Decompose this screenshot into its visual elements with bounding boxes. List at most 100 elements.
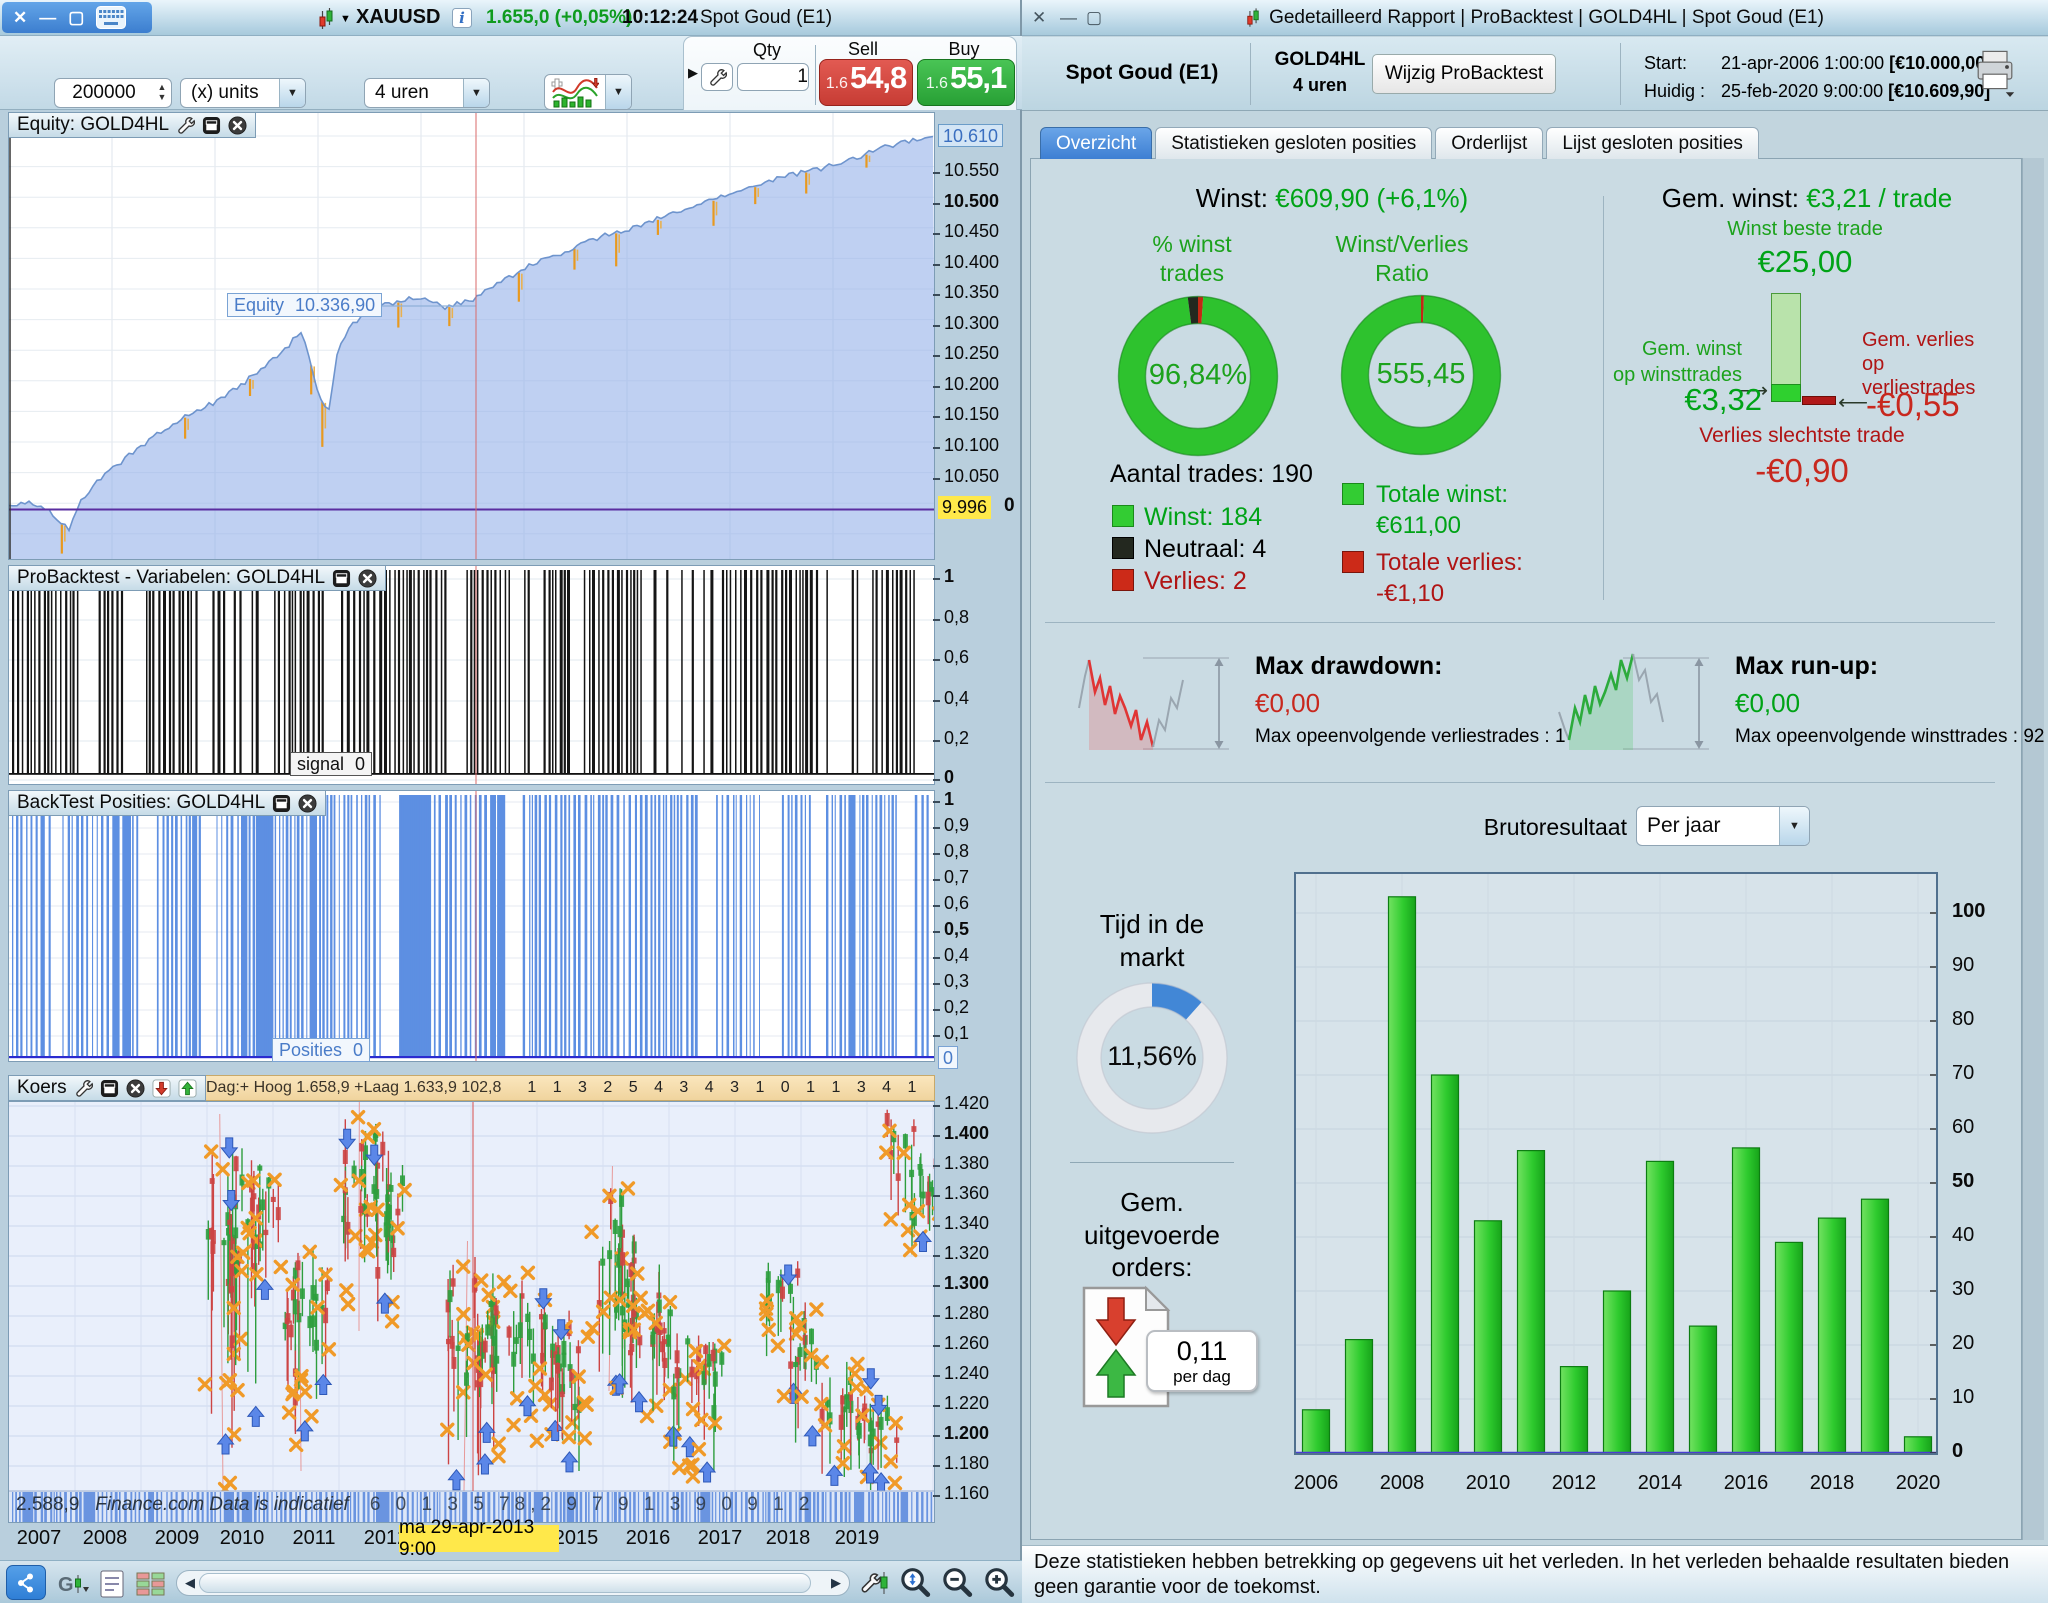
- maximize-icon[interactable]: [202, 116, 221, 135]
- tab-overzicht[interactable]: Overzicht: [1040, 127, 1153, 159]
- chevron-left-icon[interactable]: ◀: [185, 1575, 195, 1590]
- signal-chart[interactable]: [8, 565, 935, 785]
- close-icon[interactable]: [126, 1079, 145, 1098]
- price-panel-title: Koers: [17, 1077, 67, 1098]
- wrench-icon[interactable]: [176, 116, 195, 135]
- best-trade-label: Winst beste trade: [1727, 218, 1883, 240]
- notes-button[interactable]: [98, 1569, 126, 1599]
- bar-2020: [1903, 1436, 1933, 1454]
- scrollbar-thumb[interactable]: [199, 1573, 811, 1593]
- bar-2010: [1473, 1220, 1503, 1454]
- avg-loss-label: Gem. verlies op verliestrades: [1862, 329, 1976, 399]
- gross-period-dropdown[interactable]: Per jaar ▼: [1636, 806, 1810, 846]
- bar-2016: [1731, 1147, 1761, 1454]
- zoom-out-button[interactable]: [938, 1564, 976, 1602]
- zoom-fit-button[interactable]: [896, 1564, 934, 1602]
- equity-panel-header[interactable]: Equity: GOLD4HL: [8, 112, 257, 138]
- bar-2015: [1688, 1325, 1718, 1454]
- crosshair-date-label: ma 29-apr-2013 9:00: [399, 1517, 559, 1560]
- timeline-year: 2008: [82, 1527, 128, 1549]
- buy-arrow-icon[interactable]: [178, 1079, 197, 1098]
- close-icon[interactable]: [358, 569, 377, 588]
- ratio-value: 555,45: [1376, 358, 1466, 390]
- maximize-icon[interactable]: ▢: [68, 8, 85, 27]
- avg-profit-label: Gem. winst:: [1661, 183, 1799, 213]
- minimize-icon[interactable]: —: [1060, 8, 1077, 27]
- clock-time: 10:12:24: [622, 7, 699, 28]
- maximize-icon[interactable]: [332, 569, 351, 588]
- edit-probacktest-button[interactable]: Wijzig ProBacktest: [1372, 54, 1556, 94]
- chevron-down-icon[interactable]: ▼: [340, 13, 351, 25]
- chevron-down-icon[interactable]: ▼: [1779, 807, 1809, 845]
- orders-value: 0,11: [1176, 1335, 1228, 1366]
- report-titlebar[interactable]: ✕ — ▢ Gedetailleerd Rapport | ProBacktes…: [1022, 0, 2048, 36]
- chart-settings-button[interactable]: [858, 1567, 892, 1599]
- close-icon[interactable]: [228, 116, 247, 135]
- quantity-stepper[interactable]: 200000 ▲ ▼: [54, 78, 172, 108]
- chevron-right-icon[interactable]: ▶: [688, 65, 698, 80]
- price-panel-header[interactable]: Koers: [8, 1075, 206, 1101]
- runup-value: €0,00: [1735, 688, 1801, 718]
- x-tick-label: 2016: [1723, 1472, 1769, 1494]
- drawdown-label: Max drawdown:: [1255, 652, 1443, 680]
- info-icon[interactable]: i: [452, 8, 472, 28]
- timeline-year: 2010: [219, 1527, 265, 1549]
- qty-label: Qty: [752, 40, 781, 60]
- axis-label: 1.280: [932, 1303, 990, 1323]
- orderbook-button[interactable]: [134, 1569, 168, 1599]
- left-titlebar[interactable]: ✕ — ▢ ▼ XAUUSD i 1.655,0 (+0,05%) 10:12:…: [0, 0, 1020, 36]
- minimize-icon[interactable]: —: [39, 8, 57, 27]
- close-icon[interactable]: ✕: [13, 8, 28, 27]
- equity-chart[interactable]: [8, 112, 935, 560]
- stepper-arrows-icon[interactable]: ▲ ▼: [157, 82, 167, 102]
- avg-orders-label: Gem. uitgevoerde orders:: [1084, 1187, 1220, 1282]
- wrench-icon[interactable]: [74, 1079, 93, 1098]
- link-instrument-button[interactable]: G: [56, 1569, 90, 1599]
- axis-label: 1.340: [932, 1213, 990, 1233]
- chevron-down-icon[interactable]: ▼: [279, 79, 305, 107]
- tab-lijst-gesloten-posities[interactable]: Lijst gesloten posities: [1546, 127, 1759, 159]
- units-dropdown[interactable]: (x) units ▼: [180, 78, 306, 108]
- share-button[interactable]: [6, 1565, 46, 1600]
- chevron-down-icon[interactable]: ▼: [463, 79, 489, 107]
- time-market-value: 11,56%: [1107, 1041, 1197, 1071]
- sell-label: Sell: [847, 39, 878, 59]
- buy-label: Buy: [948, 39, 980, 59]
- axis-label: 1.160: [932, 1483, 990, 1503]
- buy-button[interactable]: 1.6 55,1: [917, 59, 1015, 106]
- order-settings-button[interactable]: [701, 63, 733, 91]
- profit-label: Winst:: [1195, 183, 1269, 213]
- buy-price: 55,1: [949, 60, 1007, 95]
- sell-price-prefix: 1.6: [825, 75, 848, 92]
- qty-input[interactable]: 1: [737, 63, 809, 91]
- zoom-in-button[interactable]: [980, 1564, 1018, 1602]
- chart-type-button[interactable]: ▼: [544, 74, 632, 110]
- win-pct-donut: [1117, 295, 1279, 457]
- timeframe-dropdown[interactable]: 4 uren ▼: [364, 78, 490, 108]
- axis-label: 10.150: [932, 404, 1000, 424]
- positions-panel-header[interactable]: BackTest Posities: GOLD4HL: [8, 790, 327, 816]
- report-instrument: Spot Goud (E1): [1065, 61, 1219, 84]
- symbol-label[interactable]: XAUUSD: [356, 6, 441, 28]
- time-scrollbar[interactable]: ◀ ▶: [176, 1570, 850, 1596]
- sell-button[interactable]: 1.6 54,8: [819, 59, 913, 106]
- timeline-year: 2019: [834, 1527, 880, 1549]
- close-icon[interactable]: ✕: [1032, 8, 1047, 27]
- maximize-icon[interactable]: [100, 1079, 119, 1098]
- maximize-icon[interactable]: ▢: [1086, 8, 1103, 27]
- chevron-right-icon[interactable]: ▶: [831, 1575, 841, 1590]
- signal-panel-header[interactable]: ProBacktest - Variabelen: GOLD4HL: [8, 565, 387, 591]
- close-icon[interactable]: [298, 794, 317, 813]
- positions-chart[interactable]: [8, 790, 935, 1062]
- axis-label: 0,9: [932, 815, 970, 835]
- sell-arrow-icon[interactable]: [152, 1079, 171, 1098]
- maximize-icon[interactable]: [272, 794, 291, 813]
- keyboard-icon[interactable]: [96, 6, 127, 29]
- tab-orderlijst[interactable]: Orderlijst: [1435, 127, 1544, 159]
- price-chart[interactable]: [8, 1101, 935, 1523]
- chevron-down-icon[interactable]: ▼: [605, 75, 631, 109]
- report-scroll-strip[interactable]: [2022, 158, 2044, 1540]
- tab-statistieken-gesloten-posities[interactable]: Statistieken gesloten posities: [1155, 127, 1433, 159]
- print-button[interactable]: [1974, 49, 2016, 102]
- report-candle-icon: [1246, 7, 1260, 29]
